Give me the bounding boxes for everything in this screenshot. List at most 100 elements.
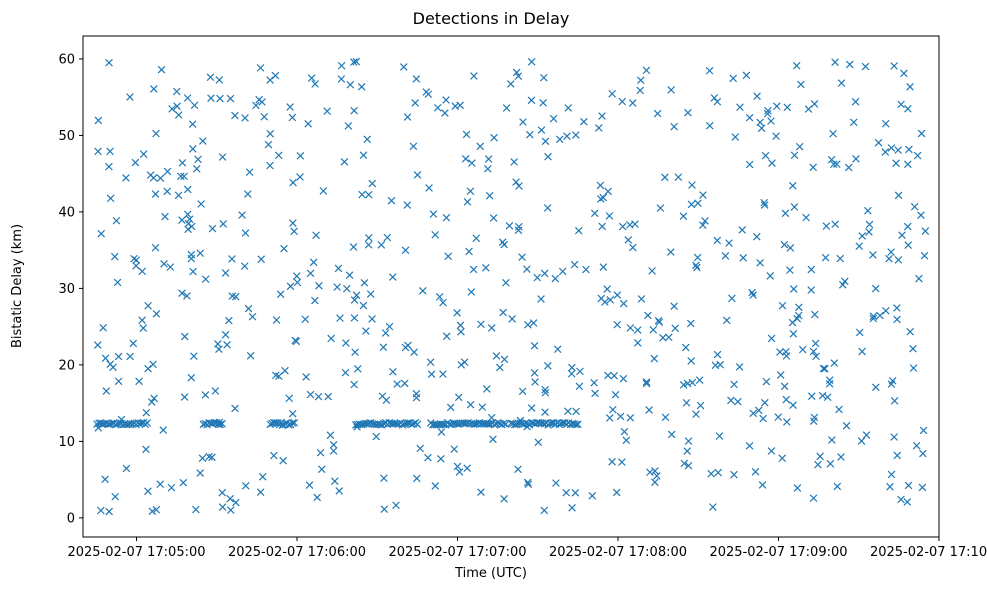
data-point (874, 138, 883, 147)
data-point (591, 389, 599, 398)
data-point (742, 71, 751, 80)
data-point (472, 234, 481, 243)
data-point (551, 274, 560, 283)
data-point (97, 506, 105, 515)
x-tick-label: 2025-02-07 17:09:00 (709, 545, 847, 560)
data-point (305, 481, 314, 489)
data-point (156, 174, 165, 182)
data-point (232, 498, 240, 507)
data-point (766, 272, 775, 280)
data-point (150, 85, 158, 93)
data-point (101, 354, 110, 363)
data-point (510, 158, 518, 166)
data-point (105, 58, 113, 67)
data-point (767, 447, 776, 455)
data-point (792, 61, 801, 70)
data-point (215, 345, 223, 354)
data-point (258, 98, 266, 106)
data-point (881, 119, 890, 128)
data-point (400, 379, 409, 388)
data-point (651, 478, 659, 487)
data-point (872, 383, 880, 392)
data-point (490, 133, 498, 142)
data-points (93, 57, 930, 516)
data-point (781, 209, 790, 218)
data-point (841, 277, 849, 286)
data-point (215, 76, 224, 84)
data-point (608, 457, 616, 466)
data-point (543, 204, 552, 212)
data-point (642, 379, 651, 388)
data-point (161, 212, 169, 221)
data-point (387, 196, 396, 205)
data-point (377, 241, 386, 249)
data-point (756, 258, 764, 267)
data-point (661, 173, 669, 182)
data-point (646, 468, 654, 477)
data-point (624, 236, 633, 244)
data-point (180, 332, 189, 341)
data-point (189, 145, 197, 153)
data-point (798, 345, 807, 354)
y-tick-label: 0 (67, 511, 75, 526)
data-point (530, 369, 539, 377)
data-point (645, 406, 653, 414)
data-point (835, 405, 843, 414)
data-point (126, 93, 134, 101)
data-point (190, 352, 198, 360)
data-point (802, 213, 810, 222)
data-point (201, 391, 210, 399)
data-point (903, 498, 912, 506)
data-point (502, 104, 511, 112)
data-point (94, 116, 103, 125)
data-point (518, 253, 526, 261)
data-point (920, 251, 929, 260)
data-point (257, 255, 266, 264)
data-point (574, 420, 582, 429)
data-point (285, 394, 294, 403)
data-point (198, 454, 207, 463)
data-point (334, 264, 343, 273)
data-point (633, 326, 642, 334)
data-point (483, 165, 492, 173)
data-point (368, 315, 376, 323)
data-point (500, 355, 509, 364)
data-point (188, 120, 197, 129)
data-point (468, 159, 476, 167)
x-tick-label: 2025-02-07 17:10:00 (870, 545, 987, 560)
data-point (754, 406, 763, 415)
data-point (412, 474, 421, 483)
data-point (894, 146, 902, 154)
data-point (596, 181, 605, 190)
data-point (757, 124, 766, 133)
data-point (112, 216, 121, 225)
data-point (795, 142, 804, 151)
data-point (363, 135, 372, 144)
data-point (893, 304, 901, 312)
y-axis: 0 10 20 30 40 50 60 (58, 52, 83, 526)
data-point (906, 327, 914, 336)
data-point (218, 503, 227, 511)
data-point (861, 62, 870, 71)
data-point (296, 173, 304, 181)
data-point (144, 301, 152, 310)
data-point (768, 159, 776, 167)
data-point (816, 452, 824, 461)
y-tick-label: 30 (58, 282, 75, 297)
data-point (540, 506, 549, 515)
data-point (426, 358, 435, 367)
data-point (192, 164, 201, 173)
data-point (682, 398, 691, 407)
data-point (416, 444, 425, 453)
data-point (829, 160, 838, 169)
data-point (821, 253, 830, 262)
data-point (106, 194, 115, 203)
data-point (189, 267, 197, 276)
data-point (469, 265, 478, 274)
data-point (93, 341, 102, 349)
data-point (316, 448, 325, 457)
data-point (807, 392, 816, 401)
data-point (309, 258, 318, 267)
data-point (580, 117, 588, 126)
data-point (159, 426, 168, 434)
